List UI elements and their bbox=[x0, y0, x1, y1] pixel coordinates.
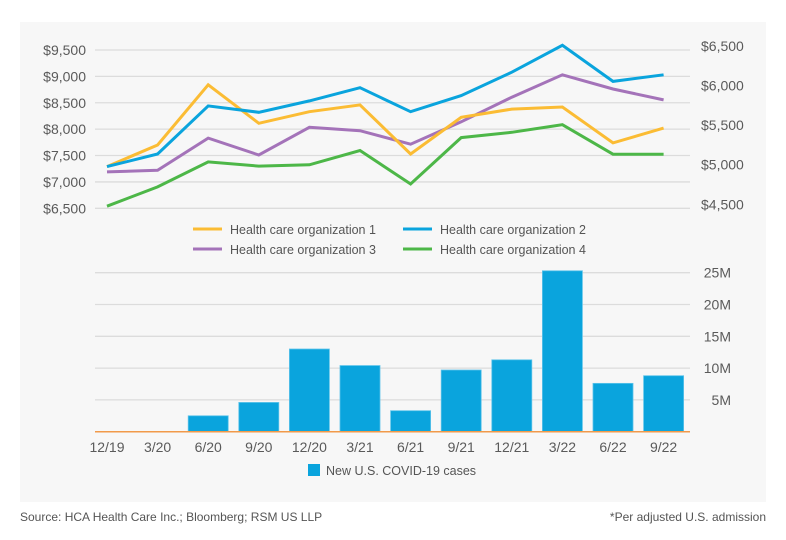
right-tick-label: $4,500 bbox=[701, 196, 744, 212]
right-tick-label: $5,500 bbox=[701, 117, 744, 133]
bar-chart-bars bbox=[187, 270, 684, 433]
right-tick-label: 20M bbox=[704, 297, 731, 313]
footnote: *Per adjusted U.S. admission bbox=[609, 510, 766, 524]
right-tick-label: $6,500 bbox=[701, 38, 744, 54]
x-tick-label: 6/21 bbox=[397, 439, 424, 455]
left-tick-label: $9,000 bbox=[43, 68, 86, 84]
x-tick-label: 12/20 bbox=[292, 439, 327, 455]
x-tick-label: 6/20 bbox=[195, 439, 222, 455]
line-chart-left-axis: $6,500 $7,000 $7,500 $8,000 $8,500 $9,000 $9,5… bbox=[43, 42, 86, 216]
bar-6-21 bbox=[390, 410, 432, 433]
legend-label: New U.S. COVID-19 cases bbox=[326, 464, 476, 478]
legend-item: Health care organization 2 bbox=[403, 223, 586, 237]
left-tick-label: $8,000 bbox=[43, 121, 86, 137]
x-tick-label: 9/21 bbox=[448, 439, 475, 455]
bar-6-20 bbox=[187, 415, 229, 433]
line-chart-right-axis: $4,500 $5,000 $5,500 $6,000 $6,500 bbox=[701, 38, 744, 212]
right-tick-label: $6,000 bbox=[701, 78, 744, 94]
source-note: Source: HCA Health Care Inc.; Bloomberg;… bbox=[20, 510, 323, 524]
legend-item: Health care organization 4 bbox=[403, 243, 586, 257]
line-chart-series bbox=[106, 43, 665, 208]
bar-12-20 bbox=[288, 348, 330, 433]
x-tick-label: 12/21 bbox=[494, 439, 529, 455]
legend-swatch bbox=[308, 464, 320, 476]
line-chart-legend: Health care organization 1 Health care or… bbox=[193, 223, 586, 257]
series-line-org-2 bbox=[106, 43, 664, 169]
line-chart-grid bbox=[95, 49, 690, 209]
bar-chart-grid bbox=[95, 272, 690, 401]
right-tick-label: 15M bbox=[704, 328, 731, 344]
left-tick-label: $9,500 bbox=[43, 42, 86, 58]
bar-chart-right-axis: 5M 10M 15M 20M 25M bbox=[704, 265, 731, 408]
legend-label: Health care organization 3 bbox=[230, 243, 376, 257]
series-line-org-3 bbox=[106, 73, 664, 174]
bar-9-22 bbox=[643, 375, 684, 433]
right-tick-label: $5,000 bbox=[701, 157, 744, 173]
x-tick-label: 6/22 bbox=[599, 439, 626, 455]
bar-6-22 bbox=[592, 382, 634, 433]
left-tick-label: $7,500 bbox=[43, 148, 86, 164]
bar-12-21 bbox=[491, 359, 533, 433]
legend-item: Health care organization 1 bbox=[193, 223, 376, 237]
series-line-org-4 bbox=[106, 123, 664, 208]
legend-item: Health care organization 3 bbox=[193, 243, 376, 257]
bar-chart-legend: New U.S. COVID-19 cases bbox=[308, 464, 476, 478]
right-tick-label: 25M bbox=[704, 265, 731, 281]
legend-label: Health care organization 2 bbox=[440, 223, 586, 237]
x-tick-label: 12/19 bbox=[89, 439, 124, 455]
right-tick-label: 10M bbox=[704, 360, 731, 376]
bar-9-21 bbox=[440, 369, 482, 433]
bar-3-21 bbox=[339, 365, 381, 433]
series-line-org-1 bbox=[106, 82, 665, 168]
x-tick-label: 9/20 bbox=[245, 439, 272, 455]
left-tick-label: $8,500 bbox=[43, 95, 86, 111]
x-tick-label: 3/22 bbox=[549, 439, 576, 455]
x-tick-label: 9/22 bbox=[650, 439, 677, 455]
legend-label: Health care organization 1 bbox=[230, 223, 376, 237]
x-axis: 12/19 3/20 6/20 9/20 12/20 3/21 6/21 9/21 12/21 3… bbox=[89, 439, 677, 455]
bar-9-20 bbox=[238, 402, 280, 433]
right-tick-label: 5M bbox=[712, 392, 731, 408]
x-tick-label: 3/21 bbox=[346, 439, 373, 455]
left-tick-label: $7,000 bbox=[43, 174, 86, 190]
x-tick-label: 3/20 bbox=[144, 439, 171, 455]
legend-item: New U.S. COVID-19 cases bbox=[308, 464, 476, 478]
bar-3-22 bbox=[542, 270, 583, 433]
left-tick-label: $6,500 bbox=[43, 200, 86, 216]
legend-label: Health care organization 4 bbox=[440, 243, 586, 257]
